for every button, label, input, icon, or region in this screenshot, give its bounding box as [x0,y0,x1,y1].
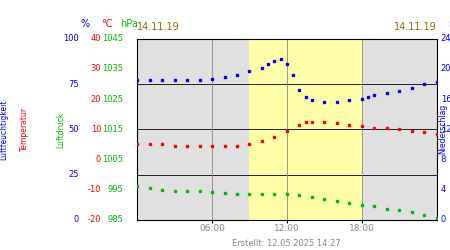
Text: 8: 8 [441,155,446,164]
Text: Erstellt: 12.05.2025 14:27: Erstellt: 12.05.2025 14:27 [233,238,341,248]
Text: -10: -10 [88,185,101,194]
Text: 100: 100 [63,34,79,43]
Text: 24: 24 [441,34,450,43]
Text: 20: 20 [441,64,450,74]
Text: 12: 12 [441,125,450,134]
Text: 995: 995 [108,185,123,194]
Text: 14.11.19: 14.11.19 [137,22,180,32]
Bar [249,39,362,220]
Text: -20: -20 [88,216,101,224]
Text: 14.11.19: 14.11.19 [394,22,436,32]
Text: hPa: hPa [120,19,138,29]
Text: mm/h: mm/h [448,19,450,29]
Text: 0: 0 [74,216,79,224]
Text: 30: 30 [90,64,101,74]
Text: Luftdruck: Luftdruck [56,111,65,148]
Text: 0: 0 [441,216,446,224]
Text: 16: 16 [441,95,450,104]
Text: 40: 40 [90,34,101,43]
Text: 0: 0 [96,155,101,164]
Text: °C: °C [101,19,112,29]
Text: %: % [81,19,90,29]
Text: 1045: 1045 [102,34,123,43]
Text: Temperatur: Temperatur [20,107,29,152]
Text: 1015: 1015 [102,125,123,134]
Text: 1035: 1035 [102,64,123,74]
Text: 10: 10 [90,125,101,134]
Text: 1005: 1005 [102,155,123,164]
Text: 985: 985 [108,216,123,224]
Text: Niederschlag: Niederschlag [439,104,448,154]
Text: 20: 20 [90,95,101,104]
Text: 4: 4 [441,185,446,194]
Text: 75: 75 [68,80,79,88]
Text: Luftfeuchtigkeit: Luftfeuchtigkeit [0,99,8,160]
Text: 25: 25 [68,170,79,179]
Text: 50: 50 [68,125,79,134]
Text: 1025: 1025 [102,95,123,104]
